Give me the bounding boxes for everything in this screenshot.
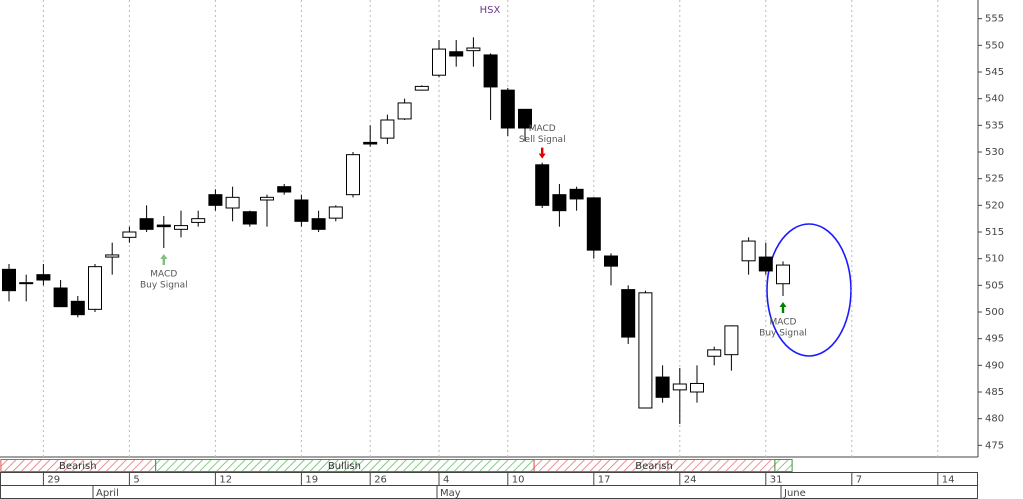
candle-body [346, 154, 360, 196]
candle-body [208, 194, 223, 206]
annotation-text: MACD [150, 270, 177, 280]
candle-body [380, 119, 395, 139]
candle-body [552, 194, 567, 212]
y-tick-label: 510 [985, 254, 1004, 265]
x-tick-label: 5 [133, 475, 139, 486]
candle-body [294, 199, 309, 222]
candle-body [535, 164, 550, 206]
annotation-text: Buy Signal [759, 329, 807, 339]
y-tick-label: 540 [985, 94, 1004, 105]
candle-body [397, 102, 412, 120]
annotation-text: Buy Signal [140, 281, 188, 291]
x-tick-label: 19 [305, 475, 318, 486]
x-tick-label: 31 [770, 475, 783, 486]
candle-body [53, 287, 68, 308]
candle-body [122, 231, 137, 238]
x-tick-label: 10 [512, 475, 525, 486]
candle-body [690, 382, 704, 393]
signal-label: Bearish [59, 461, 97, 472]
candle-body [225, 196, 240, 209]
y-tick-label: 520 [985, 200, 1004, 211]
y-tick-label: 555 [985, 14, 1004, 25]
signal-label: Bullish [328, 461, 361, 472]
x-tick-label: 29 [47, 475, 60, 486]
candle-body [260, 196, 274, 201]
candle-body [174, 225, 188, 230]
x-tick-label: 7 [856, 475, 862, 486]
candle-body [621, 289, 636, 338]
signal-label: Bearish [635, 461, 673, 472]
month-label: April [96, 488, 119, 499]
x-tick-label: 17 [598, 475, 611, 486]
y-tick-label: 550 [985, 40, 1004, 51]
candle-body [311, 218, 326, 230]
candle-body [638, 292, 653, 409]
y-tick-label: 475 [985, 440, 1004, 451]
y-tick-label: 505 [985, 280, 1004, 291]
candle-body [432, 48, 446, 76]
candle-body [36, 274, 51, 281]
candle-body [741, 240, 756, 262]
chart-title: HSX [480, 5, 501, 16]
candle-body [586, 197, 601, 251]
signal-arrow [538, 147, 546, 159]
highlight-ellipse [766, 223, 852, 357]
candle-body [518, 108, 532, 129]
x-tick-label: 26 [374, 475, 387, 486]
y-tick-label: 495 [985, 334, 1004, 345]
x-tick-label: 12 [219, 475, 232, 486]
annotation-text: MACD [529, 124, 556, 134]
y-tick-label: 480 [985, 414, 1004, 425]
candle-body [500, 89, 515, 129]
y-tick-label: 515 [985, 227, 1004, 238]
candle-body [277, 186, 292, 193]
y-tick-label: 525 [985, 174, 1004, 185]
annotation-text: MACD [770, 318, 797, 328]
candle-body [2, 268, 16, 292]
signal-band [774, 459, 793, 472]
x-tick-label: 14 [942, 475, 955, 486]
annotation-text: Sell Signal [519, 135, 566, 145]
candle-body [191, 218, 206, 223]
candle-body [724, 325, 739, 356]
candle-body [70, 300, 85, 316]
candle-body [449, 51, 464, 57]
candle-body [604, 255, 618, 267]
month-label: June [783, 488, 806, 499]
candle-body [328, 206, 343, 219]
candle-body [363, 141, 378, 145]
y-tick-label: 545 [985, 67, 1004, 78]
candle-body [758, 256, 773, 272]
candle-body [105, 254, 120, 258]
month-label: May [440, 488, 461, 499]
candle-body [88, 266, 102, 310]
candle-body [466, 47, 481, 52]
candle-body [242, 211, 257, 225]
candle-body [655, 376, 670, 398]
candle-body [569, 188, 584, 200]
candle-body [776, 264, 790, 285]
candle-body [483, 54, 498, 88]
signal-arrow [779, 302, 787, 313]
signal-arrow [160, 254, 168, 265]
candle-body [707, 349, 722, 357]
candle-body [672, 383, 687, 391]
x-tick-label: 24 [684, 475, 697, 486]
y-tick-label: 500 [985, 307, 1004, 318]
x-tick-label: 4 [443, 475, 449, 486]
candle-body [19, 282, 34, 285]
y-tick-label: 485 [985, 387, 1004, 398]
y-tick-label: 530 [985, 147, 1004, 158]
candle-body [156, 224, 171, 228]
y-tick-label: 535 [985, 120, 1004, 131]
candle-body [414, 85, 429, 91]
candle-body [139, 218, 154, 230]
y-tick-label: 490 [985, 360, 1004, 371]
